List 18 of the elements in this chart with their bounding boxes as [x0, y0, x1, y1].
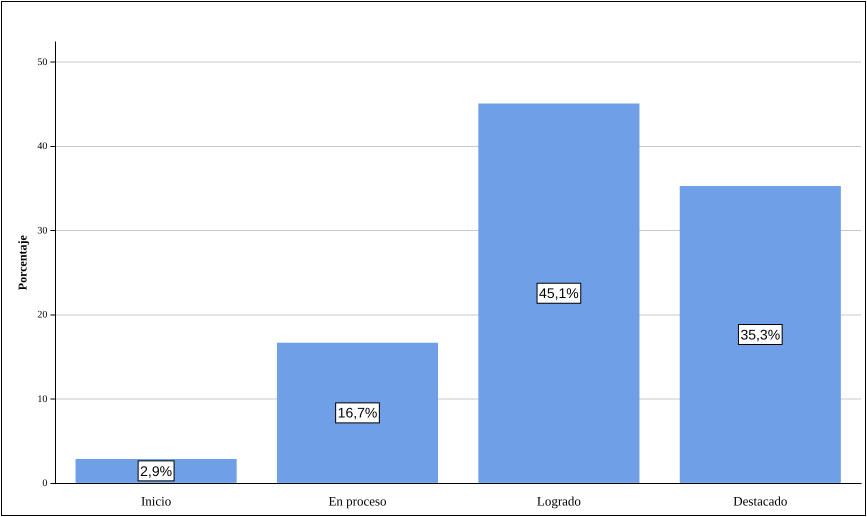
y-tick-label: 50: [37, 56, 48, 68]
data-label: 2,9%: [140, 462, 172, 479]
x-tick-label: Destacado: [733, 494, 788, 509]
y-tick-label: 20: [37, 310, 48, 321]
y-tick-label: 30: [37, 225, 48, 236]
y-axis-title: Porcentaje: [15, 234, 30, 290]
bar: [478, 103, 640, 483]
y-tick-label: 0: [42, 478, 48, 490]
data-label: 16,7%: [338, 404, 378, 421]
bar: [680, 186, 841, 483]
data-label: 35,3%: [740, 326, 780, 342]
y-tick-label: 40: [37, 141, 48, 152]
bar: [276, 342, 438, 483]
y-tick-label: 10: [37, 394, 48, 405]
x-tick-label: Logrado: [536, 494, 581, 509]
data-label: 45,1%: [539, 285, 579, 302]
x-tick-label: Inicio: [140, 494, 172, 509]
x-tick-label: En proceso: [328, 494, 387, 509]
